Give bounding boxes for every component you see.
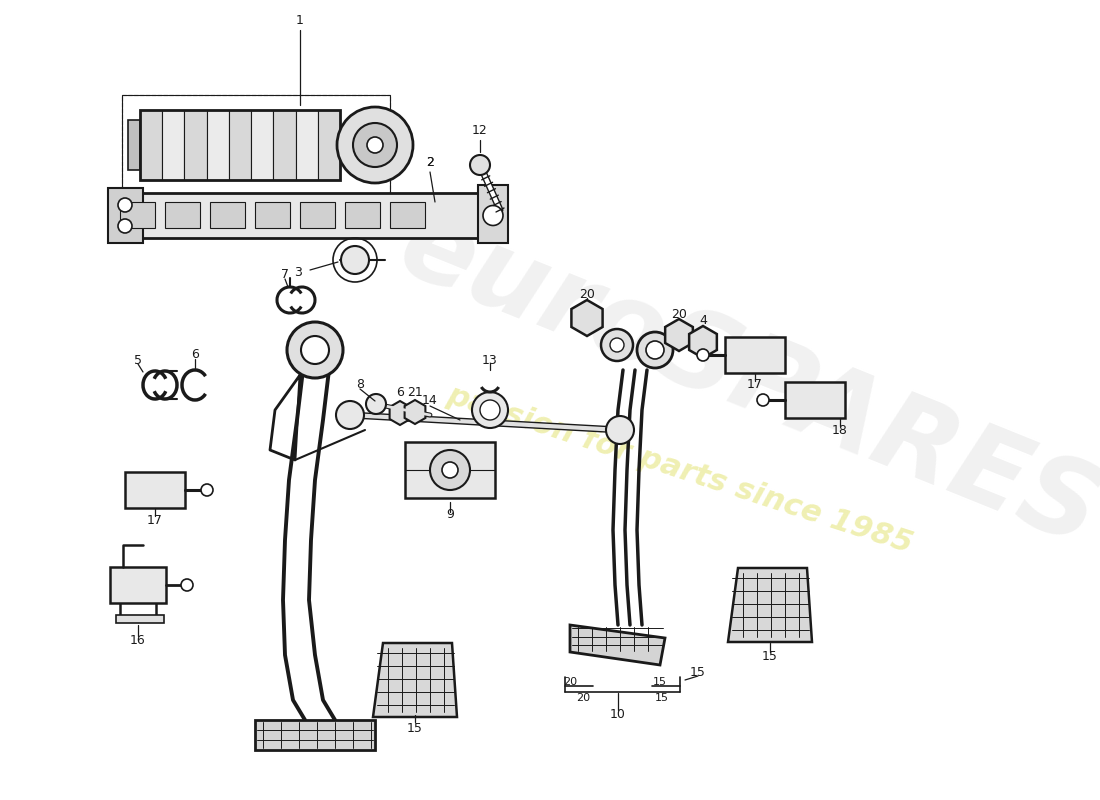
Circle shape (606, 416, 634, 444)
Circle shape (366, 394, 386, 414)
Circle shape (287, 322, 343, 378)
Text: 15: 15 (654, 693, 669, 703)
Text: 17: 17 (147, 514, 163, 526)
Text: 9: 9 (447, 509, 454, 522)
Text: 15: 15 (690, 666, 706, 678)
Text: euroSPARES: euroSPARES (385, 191, 1100, 569)
Circle shape (367, 137, 383, 153)
Text: 20: 20 (563, 677, 578, 687)
Circle shape (483, 206, 503, 226)
Circle shape (341, 246, 368, 274)
Bar (273, 110, 296, 180)
Circle shape (301, 336, 329, 364)
Polygon shape (571, 300, 603, 336)
Circle shape (353, 123, 397, 167)
Circle shape (646, 341, 664, 359)
Text: 12: 12 (472, 123, 488, 137)
Circle shape (430, 450, 470, 490)
Bar (229, 110, 251, 180)
Text: 3: 3 (294, 266, 301, 279)
Bar (725, 337, 785, 373)
Text: 7: 7 (280, 269, 289, 282)
Circle shape (182, 579, 192, 591)
Circle shape (601, 329, 632, 361)
Bar (185, 110, 207, 180)
Bar (116, 615, 164, 623)
Bar (390, 202, 425, 228)
Text: 21: 21 (407, 386, 422, 399)
Circle shape (472, 392, 508, 428)
Polygon shape (728, 568, 812, 642)
Polygon shape (373, 643, 456, 717)
Bar (207, 110, 229, 180)
Polygon shape (478, 185, 508, 243)
Text: 6: 6 (396, 386, 404, 399)
Circle shape (118, 198, 132, 212)
Bar (162, 110, 185, 180)
Text: 15: 15 (653, 677, 667, 687)
Text: 18: 18 (832, 423, 848, 437)
Text: 10: 10 (610, 707, 626, 721)
Circle shape (201, 484, 213, 496)
Circle shape (637, 332, 673, 368)
Circle shape (757, 394, 769, 406)
Text: 20: 20 (671, 307, 686, 321)
Bar (210, 202, 245, 228)
Text: 17: 17 (747, 378, 763, 391)
Text: 15: 15 (407, 722, 422, 734)
Circle shape (336, 401, 364, 429)
Text: 6: 6 (191, 349, 199, 362)
Polygon shape (405, 400, 426, 424)
Text: 15: 15 (762, 650, 778, 663)
Polygon shape (570, 625, 666, 665)
Text: 2: 2 (426, 157, 433, 170)
Bar (785, 382, 845, 418)
Circle shape (480, 400, 501, 420)
Bar (300, 202, 336, 228)
Circle shape (442, 462, 458, 478)
Bar (110, 567, 166, 603)
Polygon shape (389, 401, 410, 425)
Bar (108, 193, 478, 238)
Text: 20: 20 (579, 289, 595, 302)
Text: 8: 8 (356, 378, 364, 391)
Text: 5: 5 (134, 354, 142, 366)
Text: 1: 1 (296, 14, 304, 26)
Bar (251, 110, 273, 180)
Circle shape (337, 107, 412, 183)
Circle shape (697, 349, 710, 361)
Bar (122, 95, 390, 195)
Bar (140, 110, 162, 180)
Bar (125, 472, 185, 508)
Text: 16: 16 (130, 634, 146, 646)
Bar (255, 202, 290, 228)
Bar (165, 202, 200, 228)
Text: 2: 2 (426, 155, 433, 169)
Text: 20: 20 (576, 693, 590, 703)
Bar (345, 202, 379, 228)
Circle shape (118, 219, 132, 233)
Circle shape (470, 155, 490, 175)
Bar (120, 202, 155, 228)
Bar (296, 110, 318, 180)
Polygon shape (666, 319, 693, 351)
Bar (140, 110, 340, 180)
Text: passion for parts since 1985: passion for parts since 1985 (443, 381, 916, 559)
Polygon shape (255, 720, 375, 750)
Bar (108, 188, 143, 243)
Text: 14: 14 (422, 394, 438, 406)
Bar (405, 442, 495, 498)
Text: 13: 13 (482, 354, 498, 366)
Circle shape (610, 338, 624, 352)
Bar (318, 110, 340, 180)
Bar (128, 120, 140, 170)
Text: 4: 4 (700, 314, 707, 326)
Polygon shape (689, 326, 717, 358)
